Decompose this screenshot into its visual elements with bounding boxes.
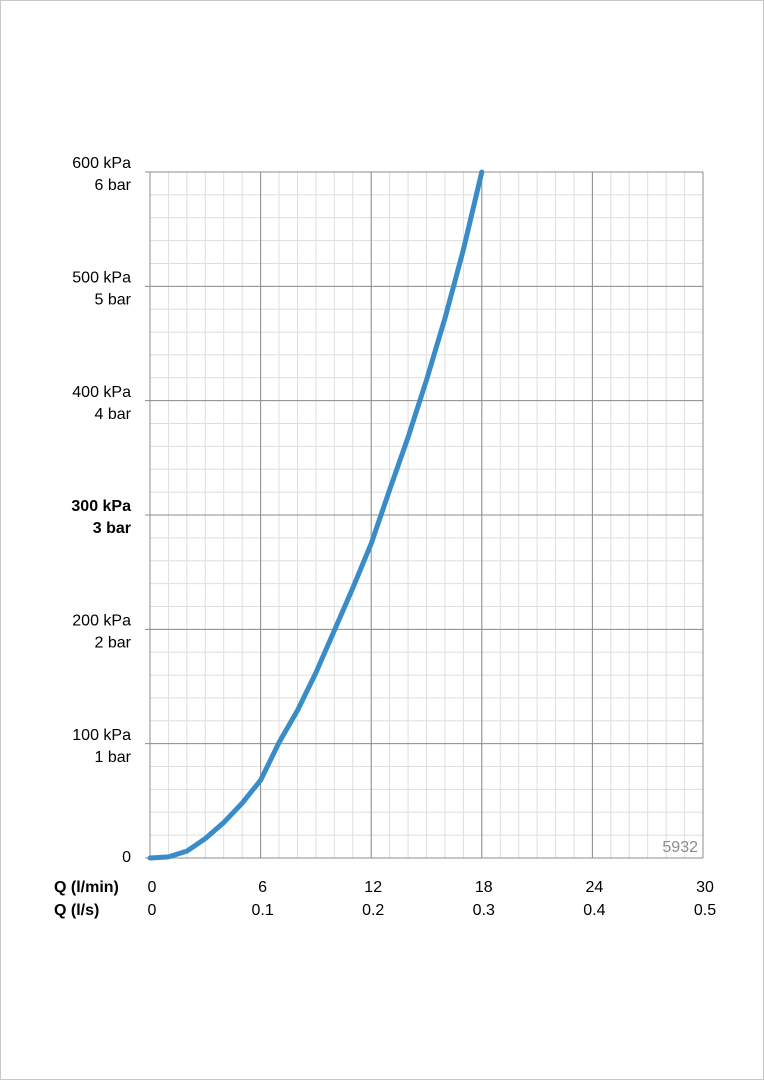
x-tick-label: 30 (696, 879, 714, 896)
x-axis-label: Q (l/min) (54, 879, 119, 896)
x2-tick-label: 0.4 (583, 902, 605, 919)
y-tick-label: 100 kPa (72, 727, 131, 744)
x-tick-label: 12 (364, 879, 382, 896)
y-tick-bar-label: 3 bar (93, 520, 131, 537)
x2-tick-label: 0.5 (694, 902, 716, 919)
x-tick-label: 0 (148, 879, 157, 896)
x2-tick-label: 0 (148, 902, 157, 919)
y-tick-bar-label: 5 bar (95, 292, 132, 309)
x-tick-label: 6 (258, 879, 267, 896)
y-tick-bar-label: 1 bar (95, 749, 132, 766)
annotation: 5932 (662, 839, 698, 856)
x-tick-label: 24 (586, 879, 604, 896)
y-tick-label: 500 kPa (72, 270, 131, 287)
y-tick-label: 300 kPa (71, 498, 131, 515)
y-tick-bar-label: 6 bar (95, 177, 132, 194)
x-tick-label: 18 (475, 879, 493, 896)
x2-tick-label: 0.3 (473, 902, 495, 919)
x2-tick-label: 0.2 (362, 902, 384, 919)
y-tick-label: 200 kPa (72, 613, 131, 630)
y-tick-label: 400 kPa (72, 384, 131, 401)
x2-tick-label: 0.1 (251, 902, 273, 919)
y-tick-bar-label: 4 bar (95, 406, 132, 423)
y-tick-label: 600 kPa (72, 155, 131, 172)
y-tick-label: 0 (122, 849, 131, 866)
y-tick-bar-label: 2 bar (95, 635, 132, 652)
curve (147, 169, 485, 861)
x2-axis-label: Q (l/s) (54, 902, 99, 919)
